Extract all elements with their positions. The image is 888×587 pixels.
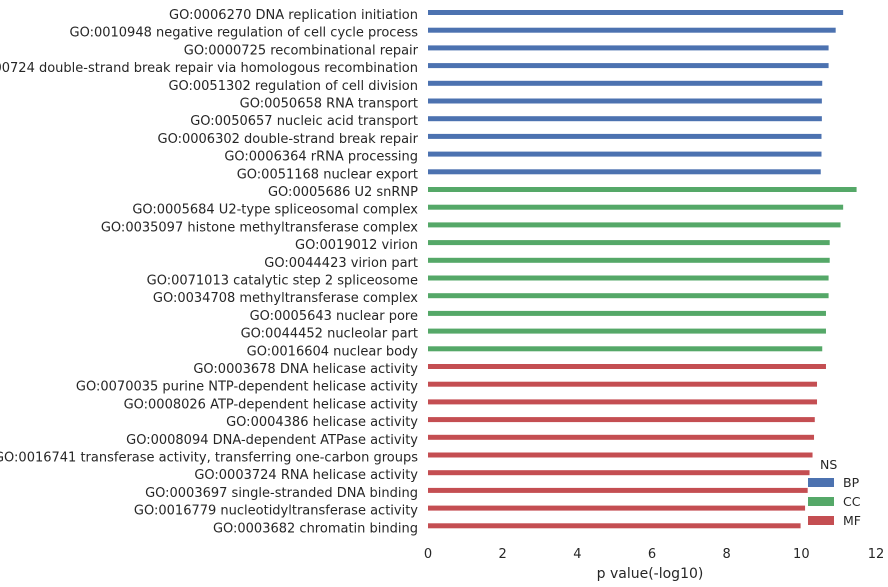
bar [428,328,826,334]
bar [428,204,844,210]
legend-label: CC [843,494,861,509]
category-label: GO:0016741 transferase activity, transfe… [0,451,418,466]
bar [428,133,822,139]
category-label: GO:0000725 recombinational repair [184,43,419,58]
bar [428,505,806,511]
legend-swatch [808,497,834,506]
legend: NS BP CC MF [808,457,861,528]
x-axis-title: p value(-log10) [597,566,704,582]
bar [428,116,822,122]
bar [428,151,822,157]
bar [428,381,818,387]
bar [428,364,826,369]
bar [428,434,815,440]
x-tick-label: 4 [573,547,581,562]
category-label: GO:0051168 nuclear export [237,167,418,182]
bar [428,187,857,192]
category-label: GO:0050657 nucleic acid transport [190,114,418,129]
bar [428,293,829,299]
legend-label: BP [843,475,860,490]
x-tick-label: 2 [499,547,507,562]
category-label: GO:0004386 helicase activity [226,415,418,430]
bar [428,275,829,281]
legend-title: NS [820,457,837,472]
category-label: GO:0008026 ATP-dependent helicase activi… [124,397,419,412]
x-axis-ticks: 0 2 4 6 8 10 12 [424,547,884,562]
category-labels: GO:0006270 DNA replication initiation GO:… [0,8,419,536]
bar [428,98,822,104]
bar [428,222,841,228]
category-label: GO:0008094 DNA-dependent ATPase activity [126,433,418,448]
bar [428,63,829,69]
category-label: GO:0003678 DNA helicase activity [193,362,418,377]
bar [428,452,813,458]
bar [428,346,823,352]
category-label: GO:0003697 single-stranded DNA binding [145,486,418,501]
bar [428,417,815,423]
bar [428,470,810,476]
category-label: GO:0003682 chromatin binding [213,521,418,536]
category-label: GO:0071013 catalytic step 2 spliceosome [147,274,418,289]
bar [428,27,836,33]
category-label: GO:0006270 DNA replication initiation [169,8,418,23]
legend-swatch [808,516,834,525]
category-label: GO:0000724 double-strand break repair vi… [0,61,418,76]
legend-swatch [808,478,834,487]
category-label: GO:0050658 RNA transport [240,97,418,112]
x-tick-label: 12 [868,547,885,562]
category-label: GO:0044423 virion part [264,256,418,271]
bar [428,10,844,15]
category-label: GO:0019012 virion [295,238,418,253]
bar [428,487,808,493]
bar [428,310,826,316]
category-label: GO:0051302 regulation of cell division [168,79,418,94]
category-label: GO:0005684 U2-type spliceosomal complex [132,203,418,218]
category-label: GO:0035097 histone methyltransferase com… [101,220,418,235]
x-tick-label: 6 [648,547,656,562]
category-label: GO:0010948 negative regulation of cell c… [70,26,419,41]
category-label: GO:0044452 nucleolar part [241,327,418,342]
category-label: GO:0070035 purine NTP-dependent helicase… [76,380,418,395]
bar [428,80,823,86]
category-label: GO:0016604 nuclear body [247,344,419,359]
bar [428,399,818,405]
category-label: GO:0005686 U2 snRNP [268,185,418,200]
legend-label: MF [843,513,861,528]
category-label: GO:0016779 nucleotidyltransferase activi… [134,504,418,519]
bar [428,240,830,246]
bars-group [428,10,857,529]
x-tick-label: 10 [793,547,810,562]
category-label: GO:0006364 rRNA processing [224,150,418,165]
x-tick-label: 0 [424,547,432,562]
bar [428,169,821,175]
category-label: GO:0006302 double-strand break repair [158,132,419,147]
category-label: GO:0005643 nuclear pore [250,309,418,324]
x-tick-label: 8 [723,547,731,562]
category-label: GO:0003724 RNA helicase activity [194,468,418,483]
bar [428,257,830,263]
bar [428,523,801,529]
category-label: GO:0034708 methyltransferase complex [153,291,418,306]
bar [428,45,829,51]
